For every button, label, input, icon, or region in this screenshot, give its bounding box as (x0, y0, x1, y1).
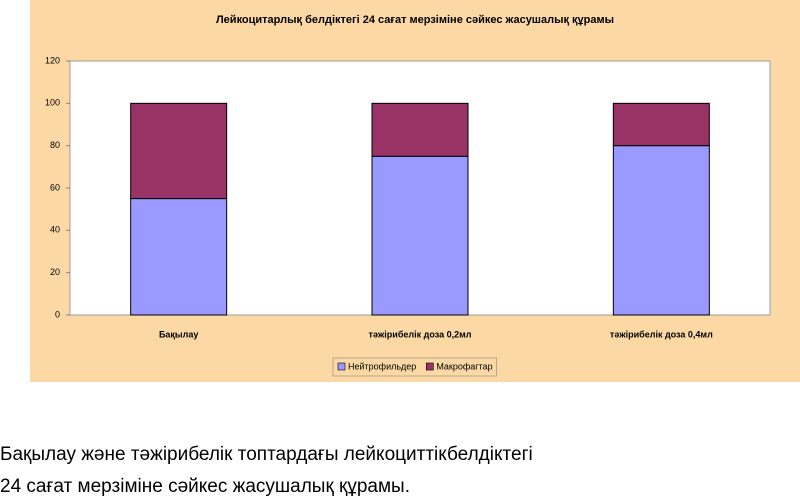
y-tick-label: 20 (50, 267, 60, 277)
chart-title: Лейкоцитарлық белдіктегі 24 сағат мерзім… (216, 14, 614, 26)
caption: Бақылау және тәжірибелік топтардағы лейк… (0, 444, 533, 465)
y-tick-label: 0 (55, 309, 60, 319)
bar-segment (612, 145, 710, 316)
y-tick-label: 100 (45, 98, 60, 108)
y-tick-label: 120 (45, 55, 60, 65)
legend-label: Макрофагтар (436, 361, 492, 371)
y-tick-label: 40 (50, 225, 60, 235)
legend-marker (337, 362, 346, 371)
bar-segment (371, 155, 469, 316)
caption: 24 сағат мерзіміне сәйкес жасушалық құра… (0, 476, 410, 497)
bar-segment (130, 102, 228, 200)
legend-box (332, 357, 497, 377)
bar-segment (612, 102, 710, 147)
y-tick-label: 60 (50, 182, 60, 192)
legend-label: Нейтрофильдер (348, 361, 416, 371)
y-tick-label: 80 (50, 140, 60, 150)
x-tick-label: тәжірибелік доза 0,2мл (369, 329, 472, 339)
x-tick-label: тәжірибелік доза 0,4мл (610, 329, 713, 339)
bar-segment (371, 102, 469, 157)
legend-marker (426, 362, 434, 371)
x-tick-label: Бақылау (159, 329, 198, 339)
bar-segment (130, 198, 228, 316)
